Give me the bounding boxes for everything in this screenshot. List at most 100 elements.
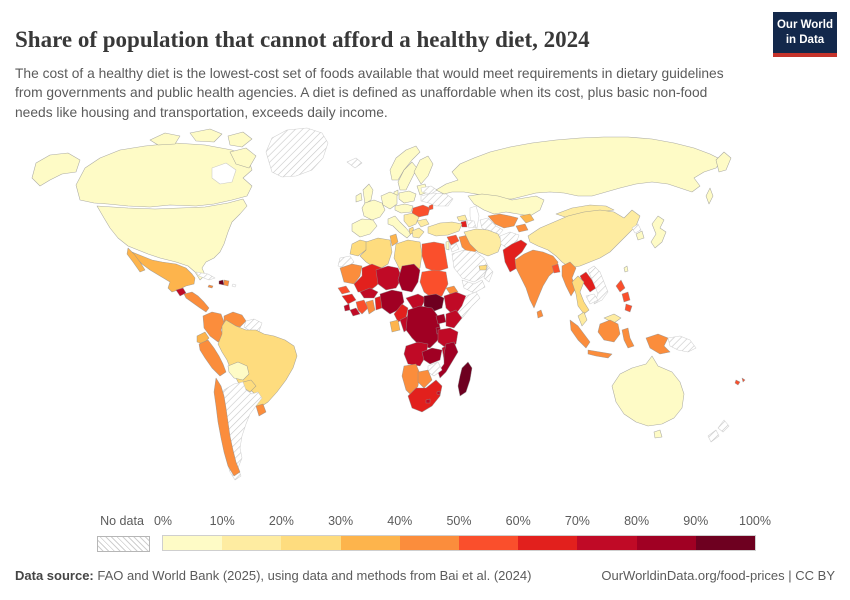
country-finland[interactable] xyxy=(413,155,434,185)
country-guinea[interactable] xyxy=(341,293,357,305)
country-bolivia[interactable] xyxy=(227,361,250,381)
country-sierra-leone[interactable] xyxy=(343,303,351,312)
country-bangladesh[interactable] xyxy=(551,263,561,274)
country-honduras[interactable] xyxy=(183,291,210,313)
country-saudi-arabia[interactable] xyxy=(451,249,489,283)
country-tajikistan[interactable] xyxy=(515,223,529,233)
country-poland[interactable] xyxy=(398,190,417,204)
legend-segment-40-50-[interactable] xyxy=(399,536,460,550)
country-philippines[interactable] xyxy=(615,279,626,293)
country-iceland[interactable] xyxy=(346,157,363,169)
country-angola[interactable] xyxy=(403,341,429,367)
country-kenya[interactable] xyxy=(445,309,463,329)
country-turkey[interactable] xyxy=(427,221,463,237)
country-iran[interactable] xyxy=(463,228,503,257)
country-zambia[interactable] xyxy=(421,347,443,365)
country-papua-new-guinea[interactable] xyxy=(667,335,697,353)
country-dominican-republic[interactable] xyxy=(223,279,230,287)
country-india[interactable] xyxy=(514,249,559,309)
country-guatemala[interactable] xyxy=(175,287,187,297)
country-pakistan[interactable] xyxy=(502,239,528,273)
country-cuba[interactable] xyxy=(195,271,216,281)
country-spain[interactable] xyxy=(351,218,378,238)
footer-license[interactable]: CC BY xyxy=(795,568,835,583)
country-tunisia[interactable] xyxy=(389,233,399,247)
country-eritrea[interactable] xyxy=(445,285,459,295)
country-china[interactable] xyxy=(527,209,641,269)
legend-segment-20-30-[interactable] xyxy=(281,536,341,550)
country-canada[interactable] xyxy=(189,128,223,143)
country-ghana[interactable] xyxy=(365,299,376,315)
country-mexico[interactable] xyxy=(131,251,196,293)
legend-segment-80-90-[interactable] xyxy=(636,536,696,550)
country-new-zealand[interactable] xyxy=(707,429,720,443)
country-canada[interactable] xyxy=(75,142,253,208)
country-liberia[interactable] xyxy=(349,307,361,317)
country-oman[interactable] xyxy=(483,265,494,283)
country-peru[interactable] xyxy=(198,339,227,377)
country-philippines[interactable] xyxy=(621,291,631,303)
country-new-zealand[interactable] xyxy=(717,419,730,433)
country-uganda[interactable] xyxy=(435,313,447,325)
country-indonesia[interactable] xyxy=(621,327,635,349)
country-japan[interactable] xyxy=(650,215,667,249)
country-niger[interactable] xyxy=(375,265,403,291)
country-south-africa[interactable] xyxy=(407,379,443,413)
country-indonesia[interactable] xyxy=(645,333,671,355)
country-canada[interactable] xyxy=(229,147,257,169)
country-sudan[interactable] xyxy=(419,269,449,299)
country-austria[interactable] xyxy=(394,203,414,214)
country-jordan[interactable] xyxy=(449,242,460,253)
country-uruguay[interactable] xyxy=(255,403,267,417)
legend-segment-70-80-[interactable] xyxy=(577,536,637,550)
country-kyrgyzstan[interactable] xyxy=(519,213,535,224)
country-vietnam[interactable] xyxy=(587,265,609,305)
country-senegal[interactable] xyxy=(337,285,351,295)
country-indonesia[interactable] xyxy=(597,319,621,343)
legend-segment-90-100-[interactable] xyxy=(695,536,756,550)
country-mauritania[interactable] xyxy=(339,263,363,285)
country-germany[interactable] xyxy=(380,191,398,210)
country-democratic-republic-of-congo[interactable] xyxy=(405,305,441,349)
country-sri-lanka[interactable] xyxy=(536,309,544,319)
country-ukraine[interactable] xyxy=(420,192,454,207)
country-fiji[interactable] xyxy=(741,377,746,383)
country-australia[interactable] xyxy=(653,429,663,439)
country-eswatini[interactable] xyxy=(436,390,441,396)
country-uzbekistan[interactable] xyxy=(487,213,519,229)
country-ireland[interactable] xyxy=(355,192,363,203)
country-mexico[interactable] xyxy=(126,247,146,273)
country-mozambique[interactable] xyxy=(437,341,459,379)
legend-segment-60-70-[interactable] xyxy=(518,536,578,550)
country-indonesia[interactable] xyxy=(569,319,591,349)
country-australia[interactable] xyxy=(611,355,685,427)
country-russia[interactable] xyxy=(715,151,732,173)
country-fiji[interactable] xyxy=(734,379,741,386)
country-canada[interactable] xyxy=(227,131,253,148)
country-puerto-rico[interactable] xyxy=(231,283,237,288)
footer-link[interactable]: OurWorldinData.org/food-prices xyxy=(601,568,785,583)
country-indonesia[interactable] xyxy=(587,349,613,359)
country-israel[interactable] xyxy=(445,240,450,251)
country-malaysia[interactable] xyxy=(577,311,588,327)
country-philippines[interactable] xyxy=(624,303,633,313)
country-chad[interactable] xyxy=(397,263,421,293)
country-united-arab-emirates[interactable] xyxy=(478,264,488,271)
country-ivory-coast[interactable] xyxy=(355,299,369,315)
legend-segment-10-20-[interactable] xyxy=(222,536,282,550)
country-romania[interactable] xyxy=(411,204,431,218)
country-belarus[interactable] xyxy=(420,185,438,195)
country-south-korea[interactable] xyxy=(635,230,645,241)
legend-segment-0-10-[interactable] xyxy=(163,536,223,550)
owid-logo[interactable]: Our World in Data xyxy=(773,12,837,57)
legend-no-data-swatch[interactable] xyxy=(97,536,150,552)
country-syria[interactable] xyxy=(446,234,460,246)
country-north-korea[interactable] xyxy=(631,223,642,234)
country-moldova[interactable] xyxy=(428,203,434,211)
country-algeria[interactable] xyxy=(359,237,393,271)
country-myanmar[interactable] xyxy=(561,261,577,297)
country-greenland[interactable] xyxy=(265,127,329,178)
country-egypt[interactable] xyxy=(421,241,449,273)
country-russia[interactable] xyxy=(435,136,723,200)
country-united-states[interactable] xyxy=(31,152,81,187)
